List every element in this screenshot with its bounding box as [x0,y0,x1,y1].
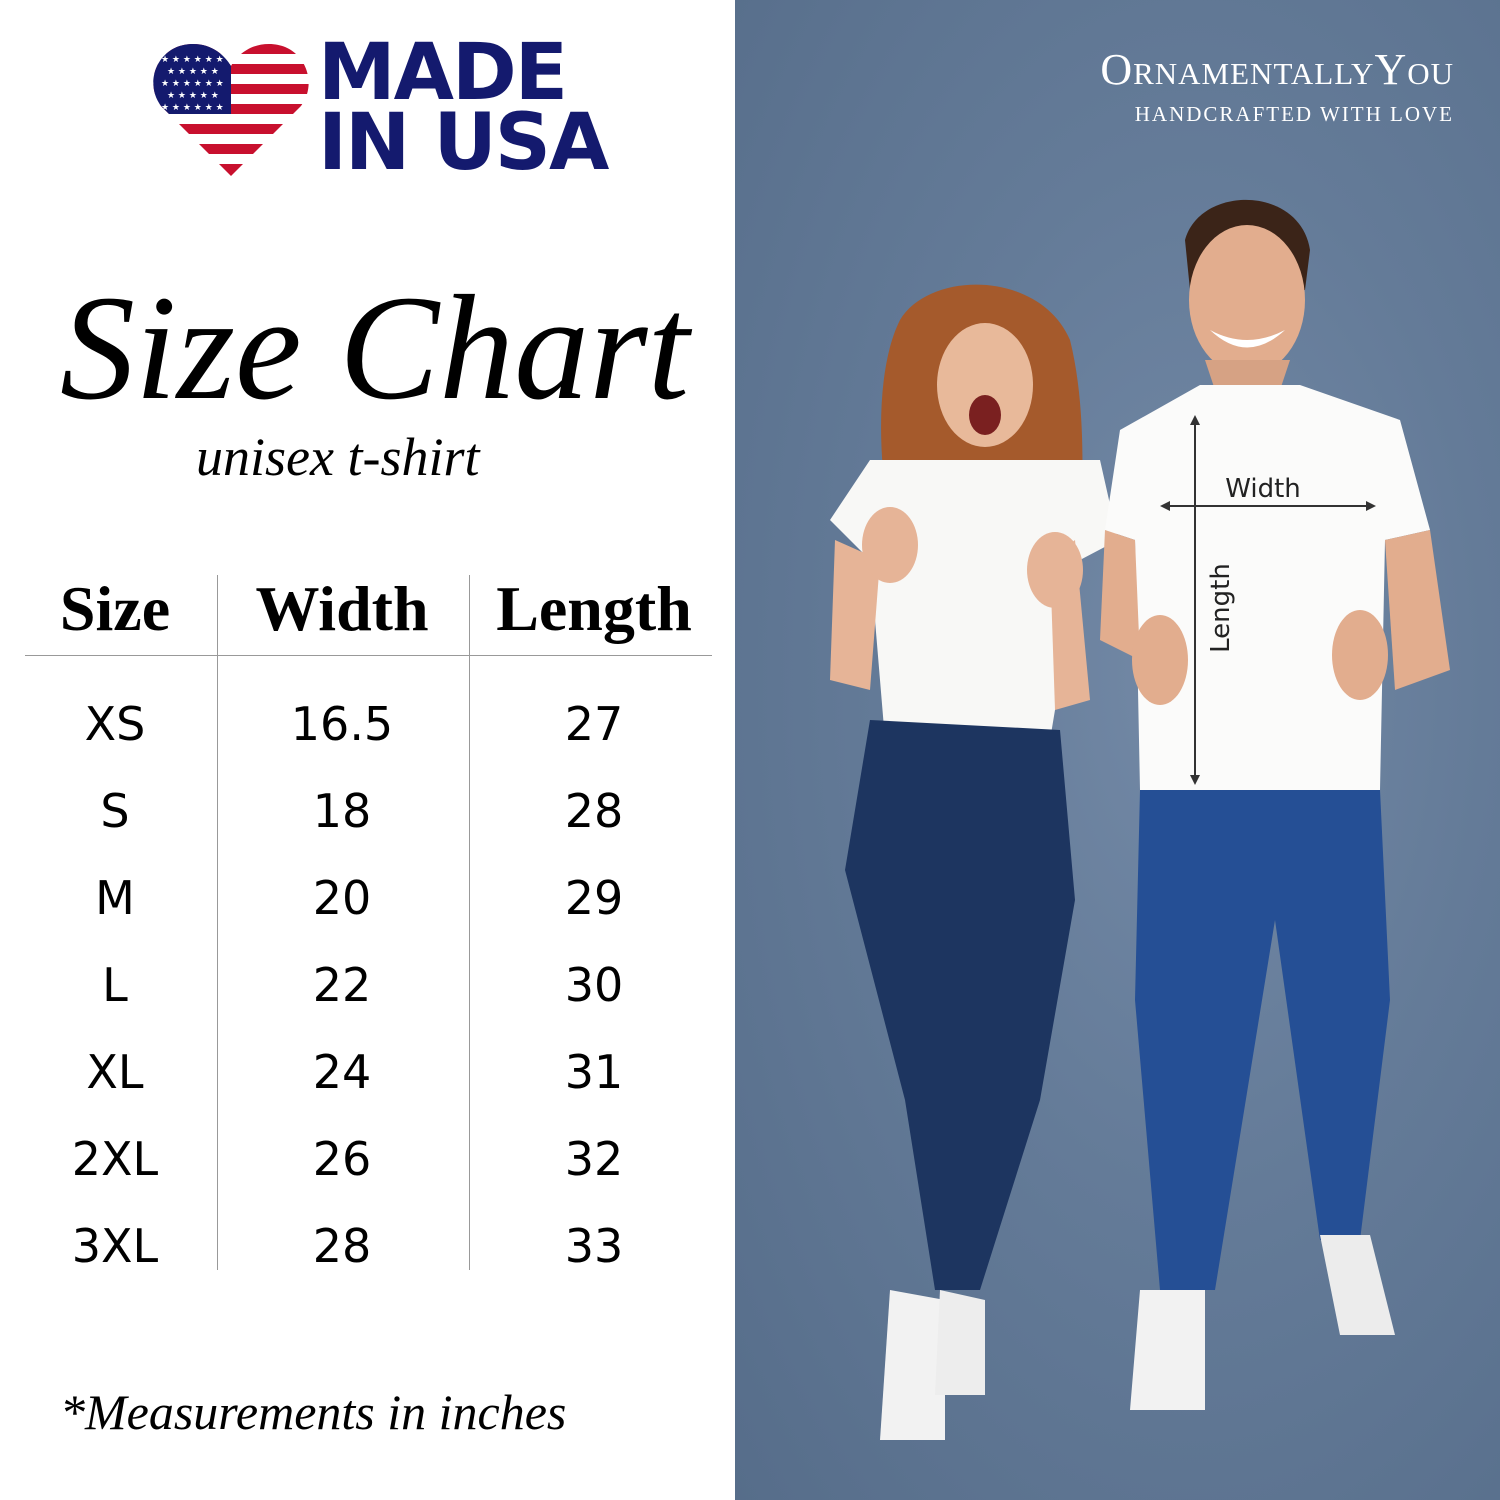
svg-text:★ ★ ★ ★ ★ ★: ★ ★ ★ ★ ★ ★ [161,79,224,89]
size-cell: 2XL [71,1132,159,1186]
size-cell: M [95,871,135,925]
header-size: Size [59,573,171,644]
width-arrow [1160,501,1376,511]
width-cell: 24 [312,1045,372,1099]
length-arrow [1190,415,1200,785]
logo-line-1: MADE [318,28,568,118]
size-cell: S [100,784,130,838]
length-cell: 30 [564,958,624,1012]
svg-text:★ ★ ★ ★ ★ ★: ★ ★ ★ ★ ★ ★ [161,55,224,65]
svg-text:★ ★ ★ ★ ★ ★: ★ ★ ★ ★ ★ ★ [161,103,224,113]
svg-text:★ ★ ★ ★ ★: ★ ★ ★ ★ ★ [167,91,219,101]
size-cell: L [102,958,128,1012]
width-cell: 26 [312,1132,372,1186]
width-cell: 20 [312,871,372,925]
logo-line-2: IN USA [318,98,609,188]
woman-model [830,284,1118,1440]
svg-text:★ ★ ★ ★ ★: ★ ★ ★ ★ ★ [167,67,219,77]
width-cell: 28 [312,1219,372,1273]
header-width: Width [255,573,429,644]
brand-logo: OrnamentallyYou [1100,45,1454,94]
length-cell: 33 [564,1219,624,1273]
header-divider [25,655,712,656]
width-label: Width [1225,474,1301,504]
header-length: Length [496,573,692,644]
models-photo: Width Length [830,199,1450,1440]
model-photo-panel: Width Length OrnamentallyYou HANDCRAFTED… [735,0,1500,1500]
length-label: Length [1206,563,1236,653]
column-divider [469,575,470,1270]
length-cell: 32 [564,1132,624,1186]
page-subtitle: unisex t-shirt [196,427,480,487]
width-cell: 16.5 [290,697,394,751]
measurement-footnote: *Measurements in inches [60,1384,567,1440]
usa-heart-flag-icon: ★ ★ ★ ★ ★ ★ ★ ★ ★ ★ ★ ★ ★ ★ ★ ★ ★ ★ ★ ★ ★ … [153,44,309,176]
column-divider [217,575,218,1270]
width-cell: 18 [312,784,372,838]
made-in-usa-logo: MADE IN USA [318,28,609,188]
size-cell: XL [86,1045,144,1099]
length-cell: 28 [564,784,624,838]
length-cell: 31 [564,1045,624,1099]
length-cell: 27 [564,697,624,751]
man-model: Width Length [1100,199,1450,1410]
size-cell: 3XL [71,1219,159,1273]
size-chart-panel: ★ ★ ★ ★ ★ ★ ★ ★ ★ ★ ★ ★ ★ ★ ★ ★ ★ ★ ★ ★ ★ … [0,0,735,1500]
width-cell: 22 [312,958,372,1012]
size-cell: XS [84,697,146,751]
page-title: Size Chart [60,265,690,431]
brand-tagline: HANDCRAFTED WITH LOVE [1134,102,1454,126]
length-cell: 29 [564,871,624,925]
